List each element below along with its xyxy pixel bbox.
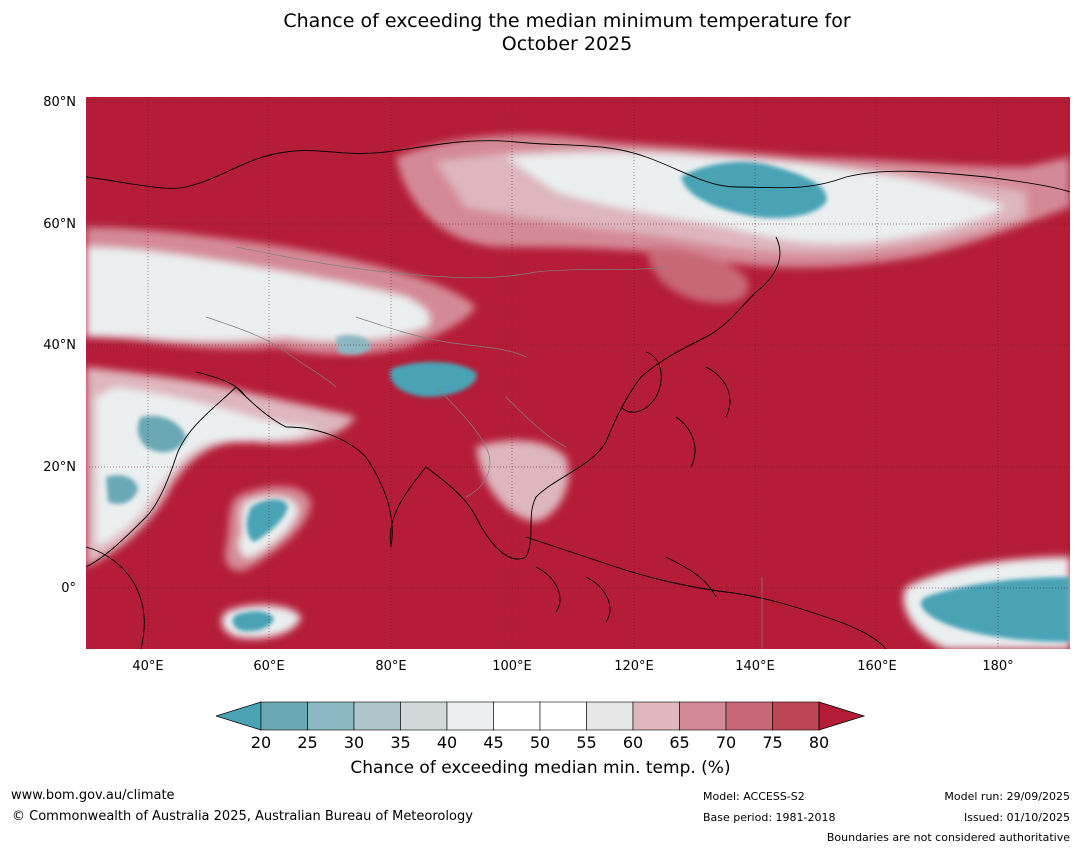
- footer-url: www.bom.gov.au/climate: [11, 788, 175, 803]
- map-gridlines: [86, 97, 1070, 649]
- colorbar-label: Chance of exceeding median min. temp. (%…: [350, 758, 731, 778]
- country-boundaries: [205, 246, 763, 649]
- colorbar-tick-60: 60: [622, 733, 644, 752]
- chart-title: Chance of exceeding the median minimum t…: [0, 10, 1081, 56]
- title-line-2: October 2025: [501, 33, 633, 55]
- colorbar: [214, 700, 866, 732]
- lon-label-120e: 120°E: [614, 659, 654, 674]
- colorbar-tick-65: 65: [669, 733, 690, 752]
- colorbar-tick-40: 40: [436, 733, 458, 752]
- coastlines: [86, 140, 1070, 649]
- colorbar-segment-70-75: [725, 701, 773, 731]
- colorbar-swatches: [214, 701, 866, 731]
- colorbar-tick-50: 50: [529, 733, 551, 752]
- colorbar-tick-30: 30: [343, 733, 365, 752]
- colorbar-segment-50-55: [539, 701, 587, 731]
- colorbar-under-arrow: [214, 701, 262, 731]
- lat-label-40n: 40°N: [43, 338, 76, 353]
- footer-base-period: Base period: 1981-2018: [703, 811, 836, 824]
- colorbar-tick-20: 20: [250, 733, 272, 752]
- colorbar-tick-75: 75: [762, 733, 783, 752]
- colorbar-tick-70: 70: [715, 733, 737, 752]
- colorbar-segment-75-80: [772, 701, 820, 731]
- footer-model-run: Model run: 29/09/2025: [944, 790, 1070, 803]
- colorbar-segment-25-30: [307, 701, 355, 731]
- lat-label-0: 0°: [61, 581, 76, 596]
- lon-label-180: 180°: [982, 659, 1014, 674]
- lon-label-140e: 140°E: [735, 659, 775, 674]
- colorbar-segment-20-25: [260, 701, 308, 731]
- low-probability-areas: [106, 161, 1070, 642]
- title-line-1: Chance of exceeding the median minimum t…: [283, 10, 851, 32]
- colorbar-segment-65-70: [679, 701, 727, 731]
- lat-label-80n: 80°N: [43, 95, 76, 110]
- lon-label-160e: 160°E: [857, 659, 897, 674]
- lon-label-60e: 60°E: [253, 659, 285, 674]
- footer-model: Model: ACCESS-S2: [703, 790, 805, 803]
- lon-label-40e: 40°E: [132, 659, 164, 674]
- footer-disclaimer: Boundaries are not considered authoritat…: [826, 831, 1070, 844]
- colorbar-segment-40-45: [446, 701, 494, 731]
- colorbar-segment-55-60: [586, 701, 634, 731]
- lat-label-60n: 60°N: [43, 217, 76, 232]
- lon-label-80e: 80°E: [375, 659, 407, 674]
- colorbar-tick-25: 25: [297, 733, 318, 752]
- lon-label-100e: 100°E: [492, 659, 532, 674]
- colorbar-segment-35-40: [400, 701, 448, 731]
- colorbar-segment-60-65: [632, 701, 680, 731]
- colorbar-over-arrow: [818, 701, 866, 731]
- map-canvas: [86, 97, 1070, 649]
- colorbar-tick-55: 55: [576, 733, 597, 752]
- probability-map: [86, 97, 1070, 649]
- colorbar-segment-45-50: [493, 701, 541, 731]
- footer-issued: Issued: 01/10/2025: [963, 811, 1070, 824]
- colorbar-tick-35: 35: [390, 733, 411, 752]
- footer-copyright: © Commonwealth of Australia 2025, Austra…: [12, 809, 473, 824]
- lat-label-20n: 20°N: [43, 460, 76, 475]
- colorbar-tick-80: 80: [808, 733, 830, 752]
- colorbar-segment-30-35: [353, 701, 401, 731]
- colorbar-tick-45: 45: [483, 733, 504, 752]
